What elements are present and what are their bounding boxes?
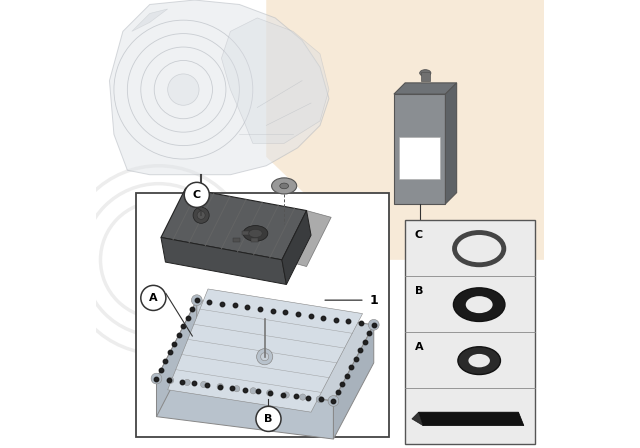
Ellipse shape [280,183,289,189]
Ellipse shape [453,288,505,322]
Circle shape [234,386,240,392]
Text: A: A [149,293,157,303]
Bar [394,94,445,204]
Polygon shape [266,0,544,260]
Ellipse shape [458,347,500,375]
Ellipse shape [466,296,493,313]
Text: 1: 1 [369,293,378,307]
Polygon shape [282,211,332,267]
Circle shape [193,207,209,223]
Polygon shape [394,83,457,94]
Polygon shape [156,300,196,417]
Polygon shape [168,289,362,412]
Bar [136,193,389,437]
Text: C: C [193,190,201,200]
Circle shape [200,381,207,388]
Polygon shape [282,211,311,284]
Circle shape [369,319,379,330]
Text: B: B [264,414,273,424]
Ellipse shape [243,226,268,241]
Polygon shape [109,0,329,175]
Circle shape [256,406,281,431]
Ellipse shape [420,69,431,76]
Ellipse shape [468,354,490,367]
Circle shape [217,383,223,390]
Circle shape [250,388,257,394]
Circle shape [300,394,306,400]
Text: C: C [415,230,423,240]
Text: 2: 2 [415,222,424,235]
Polygon shape [161,188,307,260]
Circle shape [328,396,339,406]
Circle shape [267,390,273,396]
Bar [405,220,535,444]
Polygon shape [161,237,287,284]
Bar [242,231,250,235]
Ellipse shape [271,178,297,194]
Polygon shape [412,412,423,426]
Circle shape [168,377,174,383]
Circle shape [257,349,273,365]
Bar [421,72,430,81]
Circle shape [184,182,209,207]
Ellipse shape [464,239,495,258]
Bar [399,138,440,179]
Polygon shape [156,379,333,439]
Polygon shape [132,9,168,31]
Circle shape [191,295,202,306]
Polygon shape [156,300,374,401]
Circle shape [151,373,162,384]
Circle shape [260,353,269,361]
Text: A: A [415,342,424,352]
Circle shape [316,396,323,402]
Circle shape [283,392,289,398]
Polygon shape [221,18,329,143]
Bar [251,238,259,242]
Polygon shape [333,325,374,439]
Ellipse shape [249,229,262,237]
Bar [233,238,241,242]
Circle shape [197,211,205,220]
Polygon shape [445,83,457,204]
Circle shape [184,379,190,386]
Circle shape [168,74,199,105]
Polygon shape [419,412,524,426]
Text: B: B [415,286,423,296]
Circle shape [141,285,166,310]
